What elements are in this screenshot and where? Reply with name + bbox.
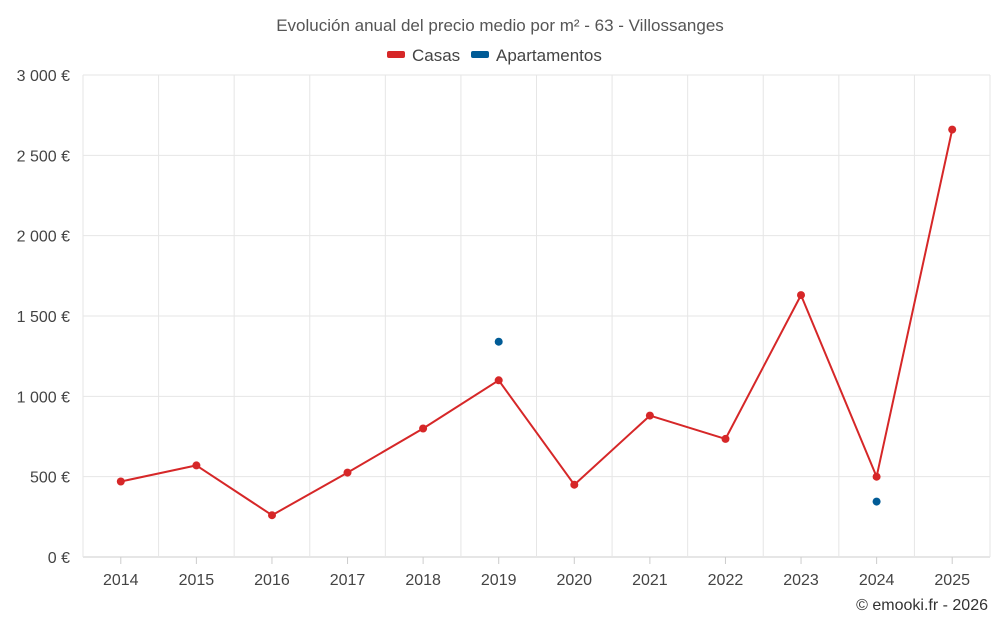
x-axis: 2014 2015 2016 2017 2018 2019 2020 2021 2022 2023…	[103, 557, 970, 589]
y-tick-label: 500 €	[30, 470, 70, 487]
data-point-casas-2017[interactable]	[343, 468, 352, 477]
x-tick-label: 2019	[481, 572, 517, 589]
data-point-casas-2019[interactable]	[494, 376, 503, 385]
y-tick-label: 2 000 €	[17, 229, 70, 246]
legend-swatch-casas	[387, 51, 405, 58]
y-tick-label: 2 500 €	[17, 148, 70, 165]
x-tick-label: 2015	[179, 572, 215, 589]
data-point-casas-2020[interactable]	[570, 480, 579, 489]
y-tick-label: 3 000 €	[17, 68, 70, 85]
x-tick-label: 2023	[783, 572, 819, 589]
legend-item-casas[interactable]: Casas	[387, 46, 460, 65]
x-tick-label: 2024	[859, 572, 895, 589]
x-tick-label: 2017	[330, 572, 366, 589]
data-point-casas-2025[interactable]	[948, 125, 957, 134]
data-point-casas-2022[interactable]	[721, 434, 730, 443]
legend: Casas Apartamentos	[387, 46, 602, 65]
y-tick-label: 1 500 €	[17, 309, 70, 326]
data-point-apartamentos-2024[interactable]	[872, 497, 881, 506]
y-axis: 0 € 500 € 1 000 € 1 500 € 2 000 € 2 500 € 3 00…	[17, 68, 70, 567]
data-point-casas-2015[interactable]	[192, 461, 201, 470]
data-point-casas-2023[interactable]	[797, 291, 805, 300]
y-tick-label: 1 000 €	[17, 389, 70, 406]
x-tick-label: 2018	[405, 572, 441, 589]
data-point-casas-2018[interactable]	[419, 424, 428, 433]
y-tick-label: 0 €	[48, 550, 70, 567]
data-point-casas-2021[interactable]	[645, 411, 654, 420]
series	[116, 125, 957, 520]
legend-label-apartamentos: Apartamentos	[496, 46, 602, 65]
data-point-apartamentos-2019[interactable]	[494, 337, 503, 346]
x-tick-label: 2016	[254, 572, 290, 589]
x-tick-label: 2020	[556, 572, 592, 589]
chart-title: Evolución anual del precio medio por m² …	[276, 16, 724, 35]
data-point-casas-2014[interactable]	[116, 477, 125, 486]
credit-text: © emooki.fr - 2026	[856, 597, 988, 614]
series-casas	[116, 125, 957, 520]
legend-label-casas: Casas	[412, 46, 460, 65]
x-tick-label: 2014	[103, 572, 139, 589]
data-point-casas-2024[interactable]	[872, 472, 881, 481]
legend-item-apartamentos[interactable]: Apartamentos	[471, 46, 602, 65]
series-line-casas	[120, 129, 954, 517]
series-apartamentos	[494, 337, 881, 506]
grid	[82, 74, 991, 558]
x-tick-label: 2021	[632, 572, 668, 589]
x-tick-label: 2022	[708, 572, 744, 589]
x-tick-label: 2025	[934, 572, 970, 589]
data-point-casas-2016[interactable]	[268, 511, 276, 520]
legend-swatch-apartamentos	[471, 51, 489, 58]
